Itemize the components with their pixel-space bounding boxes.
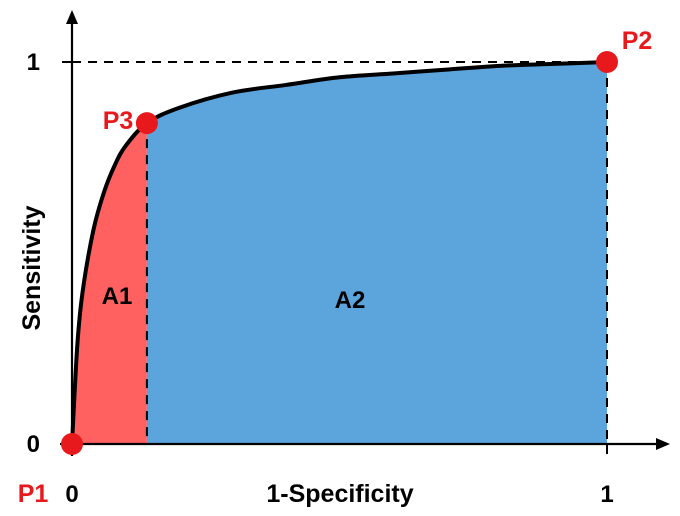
x-tick-label: 1 (600, 481, 613, 508)
region-a2 (146, 62, 607, 444)
point-p1 (61, 433, 83, 455)
y-axis-title: Sensitivity (18, 205, 46, 330)
x-axis-title: 1-Specificity (266, 480, 413, 508)
point-label-p3: P3 (103, 107, 134, 135)
y-axis-arrow-icon (66, 10, 78, 24)
y-tick-label: 0 (27, 431, 40, 458)
point-label-p2: P2 (622, 27, 653, 55)
point-p3 (135, 112, 158, 135)
region-a1 (72, 123, 147, 445)
point-label-p1: P1 (18, 480, 49, 508)
y-tick-label: 1 (27, 49, 40, 76)
x-axis-arrow-icon (656, 438, 670, 450)
point-p2 (596, 51, 618, 73)
region-label-a2: A2 (335, 287, 366, 314)
x-tick-label: 0 (65, 481, 78, 508)
roc-curve (70, 60, 609, 446)
region-label-a1: A1 (102, 283, 133, 310)
